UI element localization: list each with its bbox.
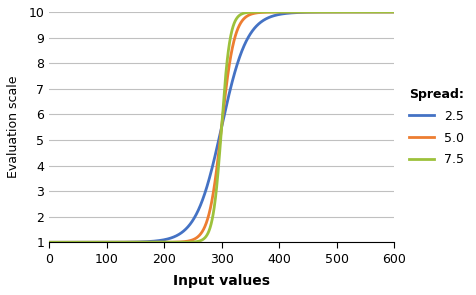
Line: 2.5: 2.5 bbox=[49, 12, 394, 242]
7.5 bbox=[381, 10, 387, 14]
5.0 bbox=[381, 10, 387, 14]
2.5 bbox=[381, 10, 387, 14]
7.5 bbox=[318, 10, 324, 14]
Line: 5.0: 5.0 bbox=[49, 12, 394, 242]
Y-axis label: Evaluation scale: Evaluation scale bbox=[7, 76, 20, 178]
2.5 bbox=[381, 10, 387, 14]
5.0 bbox=[381, 10, 387, 14]
5.0 bbox=[64, 240, 69, 244]
5.0 bbox=[205, 217, 210, 221]
7.5 bbox=[391, 10, 397, 14]
2.5 bbox=[205, 182, 210, 186]
2.5 bbox=[214, 147, 220, 150]
5.0 bbox=[391, 10, 397, 14]
7.5 bbox=[376, 10, 381, 14]
7.5 bbox=[214, 183, 220, 187]
7.5 bbox=[205, 232, 210, 236]
5.0 bbox=[318, 10, 324, 14]
2.5 bbox=[46, 240, 52, 244]
Line: 7.5: 7.5 bbox=[49, 12, 394, 242]
7.5 bbox=[64, 240, 69, 244]
2.5 bbox=[391, 10, 397, 14]
5.0 bbox=[214, 166, 220, 170]
7.5 bbox=[46, 240, 52, 244]
Legend: 2.5, 5.0, 7.5: 2.5, 5.0, 7.5 bbox=[404, 83, 469, 171]
2.5 bbox=[318, 10, 324, 14]
2.5 bbox=[64, 240, 69, 244]
7.5 bbox=[381, 10, 387, 14]
X-axis label: Input values: Input values bbox=[173, 274, 270, 288]
5.0 bbox=[46, 240, 52, 244]
